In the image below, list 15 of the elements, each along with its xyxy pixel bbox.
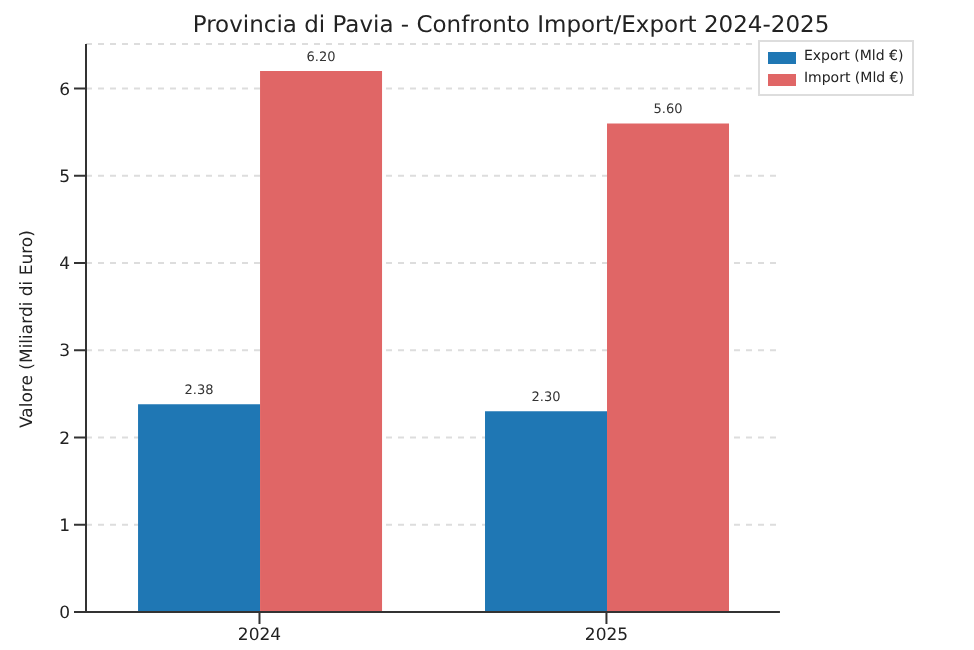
x-tick-label: 2024 — [237, 626, 282, 647]
y-tick-label: 4 — [59, 255, 70, 276]
bar — [607, 123, 730, 612]
bar — [260, 71, 383, 612]
chart-title: Provincia di Pavia - Confronto Import/Export 2024-2025 — [190, 10, 832, 38]
y-tick-label: 1 — [59, 516, 70, 537]
bar — [138, 404, 261, 612]
y-tick-label: 0 — [59, 604, 70, 625]
y-tick-label: 3 — [59, 342, 70, 363]
y-tick-label: 6 — [59, 80, 70, 101]
x-tick-label: 2025 — [584, 626, 629, 647]
y-tick-label: 2 — [59, 429, 70, 450]
bar — [485, 411, 608, 612]
y-axis-title: Valore (Miliardi di Euro) — [18, 230, 39, 428]
y-tick-label: 5 — [59, 167, 70, 188]
